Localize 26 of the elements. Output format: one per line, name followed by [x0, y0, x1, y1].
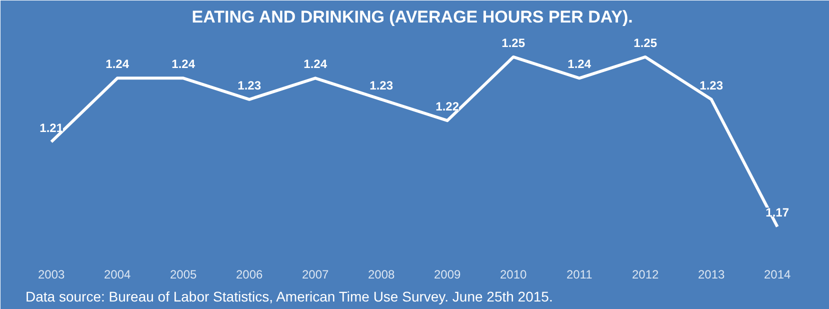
x-tick-label: 2006: [236, 268, 264, 282]
data-label: 1.25: [634, 36, 658, 50]
x-tick-label: 2005: [170, 268, 198, 282]
x-tick-label: 2007: [302, 268, 330, 282]
data-label: 1.21: [40, 120, 64, 135]
data-label: 1.25: [502, 36, 526, 50]
x-tick-label: 2012: [632, 268, 660, 282]
x-tick-label: 2008: [368, 268, 396, 282]
data-label: 1.24: [304, 57, 328, 72]
data-label: 1.24: [568, 57, 592, 72]
data-label: 1.23: [370, 78, 394, 92]
data-label: 1.24: [172, 57, 196, 72]
x-tick-label: 2011: [566, 268, 593, 282]
data-label: 1.17: [766, 206, 790, 220]
x-tick-label: 2013: [698, 268, 726, 282]
source-note: Data source: Bureau of Labor Statistics, American Time Use Survey. June 25th 2015.: [26, 288, 553, 304]
x-tick-label: 2010: [500, 268, 528, 282]
x-tick-label: 2003: [38, 268, 65, 282]
data-label: 1.23: [238, 78, 262, 92]
x-tick-label: 2004: [104, 268, 131, 282]
data-label: 1.23: [700, 78, 724, 92]
chart-title: EATING AND DRINKING (AVERAGE HOURS PER DAY).: [192, 8, 633, 26]
x-tick-label: 2014: [764, 268, 792, 282]
data-label: 1.24: [106, 57, 130, 72]
data-label: 1.22: [436, 100, 460, 114]
x-tick-label: 2009: [434, 268, 462, 282]
